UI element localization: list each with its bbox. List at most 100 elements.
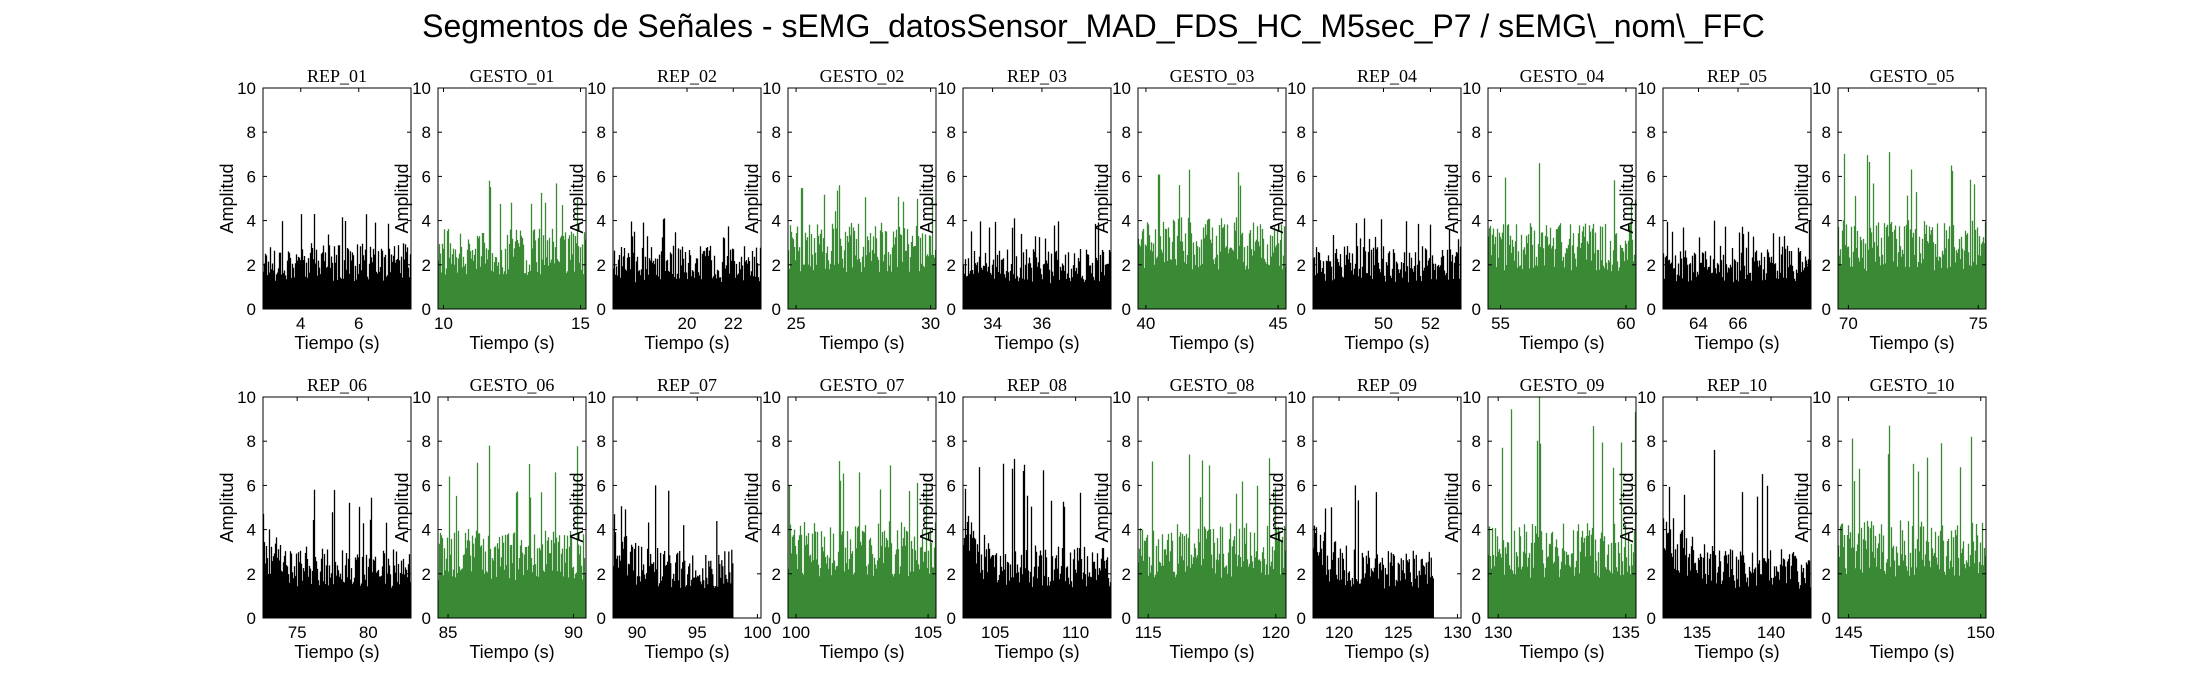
- x-tick-label: 80: [359, 623, 378, 642]
- x-axis-label: Tiempo (s): [819, 642, 904, 662]
- subplot-gesto-08: 0 2 4 6 8 10 115 120 GESTO_08 Tiempo (s) Amplitud: [1092, 375, 1290, 662]
- y-tick-label: 0: [1647, 609, 1656, 628]
- y-tick-label: 8: [1122, 123, 1131, 142]
- y-tick-label: 4: [772, 521, 781, 540]
- axes-box: [262, 87, 412, 310]
- axes-box: [962, 396, 1112, 619]
- subplot-title: GESTO_03: [1170, 66, 1255, 86]
- x-tick-label: 30: [921, 314, 940, 333]
- x-tick-label: 130: [1484, 623, 1512, 642]
- x-tick-label: 115: [1135, 623, 1162, 642]
- x-tick-label: 22: [724, 314, 743, 333]
- x-tick-label: 6: [354, 314, 363, 333]
- x-tick-label: 125: [1384, 623, 1412, 642]
- axes-box: [437, 396, 587, 619]
- x-axis-label: Tiempo (s): [294, 642, 379, 662]
- x-axis-label: Tiempo (s): [994, 333, 1079, 353]
- y-tick-label: 6: [1297, 476, 1306, 495]
- y-tick-label: 4: [1297, 521, 1306, 540]
- y-axis-label: Amplitud: [742, 163, 762, 233]
- x-axis-label: Tiempo (s): [1869, 642, 1954, 662]
- y-tick-label: 10: [1112, 388, 1131, 407]
- signal-trace: [1662, 450, 1812, 618]
- x-axis-label: Tiempo (s): [1344, 642, 1429, 662]
- y-tick-label: 10: [1812, 79, 1831, 98]
- y-tick-label: 8: [947, 123, 956, 142]
- axes-box: [1662, 87, 1812, 310]
- axes-box: [1837, 87, 1987, 310]
- x-tick-label: 120: [1262, 623, 1290, 642]
- subplot-title: GESTO_07: [820, 375, 905, 395]
- x-tick-label: 120: [1325, 623, 1353, 642]
- x-tick-label: 60: [1617, 314, 1636, 333]
- y-tick-label: 10: [1637, 79, 1656, 98]
- y-tick-label: 6: [1822, 167, 1831, 186]
- y-axis-label: Amplitud: [217, 163, 237, 233]
- y-tick-label: 8: [1297, 432, 1306, 451]
- y-tick-label: 4: [247, 521, 256, 540]
- x-tick-label: 140: [1757, 623, 1785, 642]
- x-tick-label: 55: [1491, 314, 1510, 333]
- subplot-rep-06: 0 2 4 6 8 10 75 80 REP_06 Tiempo (s) Amplitud: [217, 375, 412, 662]
- subplot-rep-05: 0 2 4 6 8 10 64 66 REP_05 Tiempo (s) Amplitud: [1617, 66, 1812, 353]
- y-tick-label: 6: [1822, 476, 1831, 495]
- x-tick-label: 25: [787, 314, 806, 333]
- subplot-rep-09: 0 2 4 6 8 10 120 125 130 REP_09 Tiempo (s) Amplitud: [1267, 375, 1472, 662]
- subplot-title: REP_07: [657, 375, 717, 395]
- x-tick-label: 100: [743, 623, 771, 642]
- y-tick-label: 4: [1297, 212, 1306, 231]
- figure-title: Segmentos de Señales - sEMG_datosSensor_…: [422, 8, 1765, 44]
- y-tick-label: 4: [422, 212, 431, 231]
- subplot-rep-07: 0 2 4 6 8 10 90 95 100 REP_07 Tiempo (s) Amplitud: [567, 375, 772, 662]
- x-axis-label: Tiempo (s): [994, 642, 1079, 662]
- x-tick-label: 34: [983, 314, 1002, 333]
- y-tick-label: 0: [947, 300, 956, 319]
- x-tick-label: 105: [914, 623, 942, 642]
- y-axis-label: Amplitud: [1617, 472, 1637, 542]
- y-tick-label: 0: [947, 609, 956, 628]
- subplot-gesto-09: 0 2 4 6 8 10 130 135 GESTO_09 Tiempo (s) Amplitud: [1442, 375, 1640, 662]
- y-tick-label: 4: [597, 521, 606, 540]
- subplot-gesto-07: 0 2 4 6 8 10 100 105 GESTO_07 Tiempo (s) Amplitud: [742, 375, 942, 662]
- y-tick-label: 0: [1297, 609, 1306, 628]
- y-tick-label: 2: [1122, 256, 1131, 275]
- x-tick-label: 20: [678, 314, 697, 333]
- signal-trace: [1662, 220, 1812, 309]
- y-tick-label: 4: [422, 521, 431, 540]
- x-tick-label: 50: [1374, 314, 1393, 333]
- subplot-title: REP_06: [307, 375, 367, 395]
- y-tick-label: 8: [772, 432, 781, 451]
- x-axis-label: Tiempo (s): [469, 333, 554, 353]
- x-tick-label: 130: [1443, 623, 1471, 642]
- signal-trace: [262, 489, 412, 618]
- axes-box: [787, 87, 937, 310]
- signal-trace: [262, 214, 412, 309]
- y-tick-label: 2: [1472, 256, 1481, 275]
- y-tick-label: 10: [412, 79, 431, 98]
- y-tick-label: 10: [1462, 79, 1481, 98]
- x-axis-label: Tiempo (s): [1869, 333, 1954, 353]
- y-tick-label: 0: [1122, 300, 1131, 319]
- axes-box: [1487, 87, 1637, 310]
- signal-trace: [437, 180, 587, 309]
- y-tick-label: 0: [247, 609, 256, 628]
- axes-box: [1662, 396, 1812, 619]
- subplot-title: GESTO_08: [1170, 375, 1255, 395]
- subplot-title: REP_09: [1357, 375, 1417, 395]
- y-tick-label: 6: [422, 167, 431, 186]
- subplot-rep-10: 0 2 4 6 8 10 135 140 REP_10 Tiempo (s) Amplitud: [1617, 375, 1812, 662]
- x-tick-label: 66: [1729, 314, 1748, 333]
- y-tick-label: 2: [1822, 565, 1831, 584]
- y-tick-label: 6: [1122, 167, 1131, 186]
- y-tick-label: 2: [422, 565, 431, 584]
- y-tick-label: 0: [1822, 609, 1831, 628]
- signal-trace: [1837, 425, 1987, 618]
- x-tick-label: 135: [1683, 623, 1711, 642]
- y-tick-label: 4: [1122, 212, 1131, 231]
- signal-trace: [1312, 218, 1462, 309]
- y-tick-label: 6: [597, 167, 606, 186]
- signal-trace: [437, 445, 587, 618]
- subplot-gesto-03: 0 2 4 6 8 10 40 45 GESTO_03 Tiempo (s) Amplitud: [1092, 66, 1288, 353]
- y-tick-label: 2: [1472, 565, 1481, 584]
